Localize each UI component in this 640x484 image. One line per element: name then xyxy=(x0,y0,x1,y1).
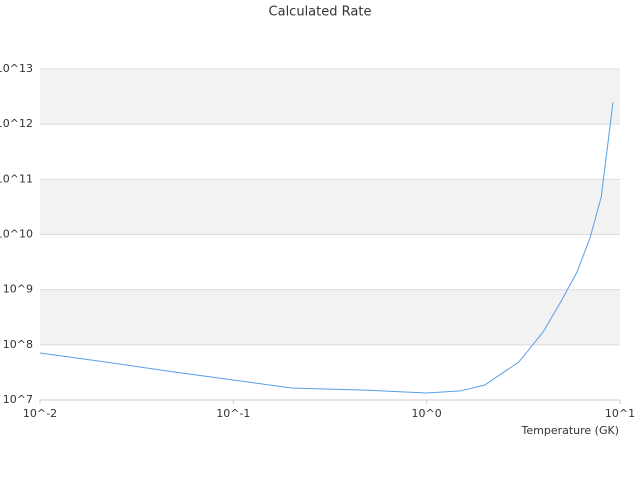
y-tick-label: 10^8 xyxy=(3,338,33,351)
y-tick-label: 10^7 xyxy=(3,393,33,406)
x-tick-label: 10^-1 xyxy=(216,407,250,420)
line xyxy=(39,102,614,394)
x-tick-label: 10^1 xyxy=(605,407,635,420)
grid-band xyxy=(40,69,620,125)
y-tick-label: 10^13 xyxy=(0,62,33,75)
y-tick-label: 10^12 xyxy=(0,117,33,130)
x-tick-label: 10^0 xyxy=(412,407,442,420)
x-tick-label: 10^-2 xyxy=(23,407,57,420)
x-axis-label: Temperature (GK) xyxy=(521,424,620,437)
y-tick-label: 10^9 xyxy=(3,283,33,296)
y-tick-label: 10^10 xyxy=(0,228,33,241)
grid-band xyxy=(40,179,620,235)
chart-title: Calculated Rate xyxy=(269,5,372,20)
grid-band xyxy=(40,289,620,345)
y-tick-label: 10^11 xyxy=(0,172,33,185)
